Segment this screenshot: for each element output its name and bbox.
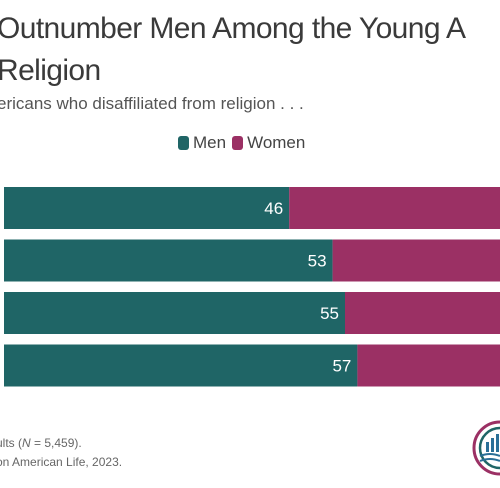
footnote-source: on American Life, 2023. — [0, 455, 123, 469]
data-label-men-1: 53 — [308, 252, 327, 271]
legend-swatch-men — [178, 136, 189, 150]
legend-label-women: Women — [247, 133, 306, 152]
bar-women-1 — [332, 239, 500, 282]
bar-men-0 — [4, 187, 290, 229]
chart-subtitle: ericans who disaffiliated from religion … — [0, 94, 304, 113]
survey-center-logo-icon — [472, 420, 500, 476]
data-label-men-0: 46 — [264, 199, 283, 218]
legend-swatch-women — [232, 136, 244, 150]
bar-men-3 — [4, 344, 358, 387]
chart-title: Outnumber Men Among the Young A Religion — [0, 8, 500, 92]
legend: Men Women — [178, 132, 311, 154]
footnote-sample: ults (N = 5,459). — [0, 436, 82, 450]
legend-item-men: Men — [178, 133, 226, 153]
legend-item-women: Women — [232, 133, 305, 153]
bar-men-2 — [4, 292, 345, 334]
bar-women-2 — [345, 292, 500, 334]
bar-women-3 — [357, 344, 500, 387]
chart-title-line-1: Outnumber Men Among the Young A — [0, 12, 466, 45]
bar-men-1 — [4, 239, 333, 282]
legend-label-men: Men — [193, 133, 227, 152]
chart-title-line-2: Religion — [0, 54, 101, 87]
bar-women-0 — [289, 187, 500, 229]
data-label-men-2: 55 — [320, 304, 339, 323]
stacked-bar-chart: 46 53 55 57 — [4, 187, 500, 387]
data-label-men-3: 57 — [332, 357, 351, 376]
